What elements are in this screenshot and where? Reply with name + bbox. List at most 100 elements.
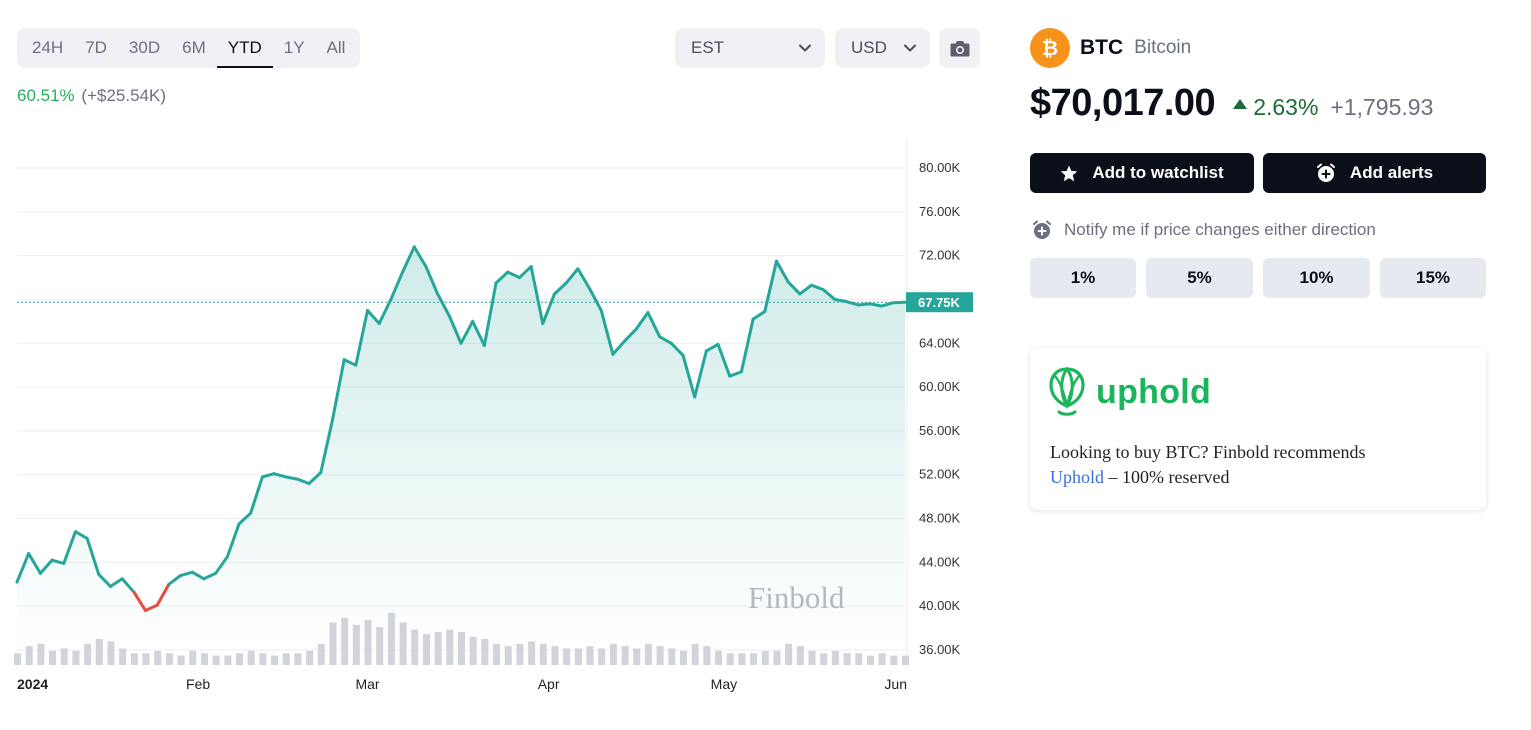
price-line-segment xyxy=(751,310,767,321)
volume-bar xyxy=(177,655,185,665)
price-line-segment xyxy=(190,570,206,581)
volume-bar xyxy=(843,653,851,665)
currency-value: USD xyxy=(851,38,887,57)
price-line-segment xyxy=(541,292,556,326)
price-line-segment xyxy=(447,314,463,345)
bitcoin-logo-icon: ₿ xyxy=(1030,28,1070,68)
range-tab-24h[interactable]: 24H xyxy=(32,38,64,57)
volume-bar xyxy=(504,646,512,665)
price-line-segment xyxy=(424,265,440,296)
volume-bar xyxy=(84,643,92,665)
add-to-watchlist-button[interactable]: Add to watchlist xyxy=(1030,153,1254,193)
screenshot-button[interactable] xyxy=(939,28,980,68)
currency-select[interactable]: USD xyxy=(835,28,930,68)
notify-hint: Notify me if price changes either direct… xyxy=(1032,220,1376,240)
promo-text-suffix: – 100% reserved xyxy=(1104,467,1230,487)
alert-percent-option[interactable]: 15% xyxy=(1380,258,1486,298)
x-tick-label: Jun xyxy=(884,676,907,692)
volume-bar xyxy=(528,641,536,665)
y-tick-label: 56.00K xyxy=(919,423,961,438)
price-line-segment xyxy=(856,302,872,307)
current-price-tag xyxy=(906,292,973,313)
alarm-plus-icon xyxy=(1033,220,1051,239)
price-line-segment xyxy=(214,555,229,575)
price-line-segment xyxy=(377,297,393,326)
price-line-segment xyxy=(225,522,241,559)
price-line-segment xyxy=(62,530,77,565)
price-line-segment xyxy=(482,281,498,347)
alert-percent-option[interactable]: 1% xyxy=(1030,258,1136,298)
price-line-segment xyxy=(260,472,276,479)
volume-bar xyxy=(107,641,115,665)
price-line-segment xyxy=(202,571,218,581)
volume-bar xyxy=(60,648,68,665)
volume-bar xyxy=(726,653,734,665)
price-line-segment xyxy=(342,358,358,367)
performance-absolute: (+$25.54K) xyxy=(81,86,166,105)
price-line-segment xyxy=(436,292,451,318)
performance-percent: 60.51% xyxy=(17,86,75,105)
notify-label: Notify me if price changes either direct… xyxy=(1064,220,1376,239)
alarm-plus-icon xyxy=(1316,163,1335,182)
price-line-segment xyxy=(38,558,54,575)
alert-percent-option[interactable]: 10% xyxy=(1263,258,1370,298)
add-alerts-button[interactable]: Add alerts xyxy=(1263,153,1486,193)
volume-bar xyxy=(831,650,839,665)
volume-bar xyxy=(469,636,477,665)
y-tick-label: 64.00K xyxy=(919,335,961,350)
price-line-segment xyxy=(284,475,299,481)
y-tick-label: 60.00K xyxy=(919,379,961,394)
price-line-segment xyxy=(389,270,405,301)
price-line-segment xyxy=(669,341,685,357)
volume-bar xyxy=(189,650,197,665)
volume-bar xyxy=(317,643,325,665)
price-line-segment xyxy=(412,245,428,269)
volume-bar xyxy=(656,646,664,665)
volume-bar xyxy=(586,646,594,665)
volume-bar xyxy=(855,653,863,665)
timezone-select[interactable]: EST xyxy=(675,28,825,68)
price-line-segment xyxy=(728,370,743,378)
range-tab-all[interactable]: All xyxy=(326,38,346,57)
volume-bar xyxy=(142,653,150,665)
price-line-segment xyxy=(330,358,346,422)
range-tab-1y[interactable]: 1Y xyxy=(283,38,305,57)
volume-bar xyxy=(878,653,886,665)
price-line-segment xyxy=(15,552,31,584)
price-line-segment xyxy=(108,577,124,588)
price-line-segment xyxy=(295,477,311,485)
price-line-segment xyxy=(307,471,323,485)
timezone-value: EST xyxy=(691,38,725,57)
uphold-logo[interactable]: uphold xyxy=(1048,366,1211,418)
range-tab-6m[interactable]: 6M xyxy=(182,38,206,57)
price-line-segment xyxy=(681,353,697,399)
price-line-segment xyxy=(471,319,486,347)
volume-bar xyxy=(516,643,524,665)
star-icon xyxy=(1061,165,1078,181)
volume-bar xyxy=(902,655,909,665)
price-line-segment xyxy=(576,267,592,290)
range-tab-30d[interactable]: 30D xyxy=(128,38,161,57)
volume-bar xyxy=(130,653,138,665)
volume-bar xyxy=(574,648,582,665)
volume-bar xyxy=(609,643,617,665)
price-line-segment xyxy=(599,308,615,356)
price-line-segment xyxy=(623,327,638,343)
price-line-segment xyxy=(366,308,381,326)
alert-percent-option[interactable]: 5% xyxy=(1146,258,1253,298)
range-tab-ytd[interactable]: YTD xyxy=(216,28,273,68)
price-line-segment xyxy=(833,297,849,304)
price-line-segment xyxy=(774,259,790,284)
price-line-segment xyxy=(693,349,708,399)
volume-bar xyxy=(154,650,162,665)
current-price: $70,017.00 xyxy=(1030,82,1216,124)
range-tab-7d[interactable]: 7D xyxy=(85,38,107,57)
volume-bar xyxy=(282,653,290,665)
price-line-segment xyxy=(821,288,837,301)
promo-text: Looking to buy BTC? Finbold recommends U… xyxy=(1050,440,1470,490)
price-line-segment xyxy=(517,265,533,280)
price-chart[interactable]: 80.00K76.00K72.00K68.00K64.00K60.00K56.0… xyxy=(0,130,1000,710)
uphold-link[interactable]: Uphold xyxy=(1050,467,1104,487)
price-line-segment xyxy=(646,311,662,339)
promo-text-intro: Looking to buy BTC? Finbold recommends xyxy=(1050,442,1366,462)
